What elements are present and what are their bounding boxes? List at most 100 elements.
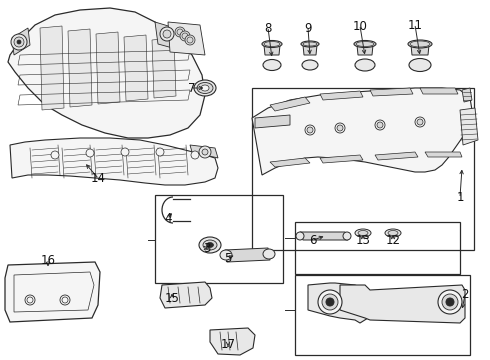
Text: 10: 10 <box>353 19 368 32</box>
Circle shape <box>446 298 454 306</box>
Ellipse shape <box>220 250 232 260</box>
Circle shape <box>25 295 35 305</box>
Circle shape <box>14 37 24 47</box>
Text: 16: 16 <box>41 253 55 266</box>
Circle shape <box>11 34 27 50</box>
Ellipse shape <box>197 82 213 94</box>
Circle shape <box>337 125 343 131</box>
Text: 7: 7 <box>188 81 196 95</box>
Circle shape <box>199 146 211 158</box>
Ellipse shape <box>388 230 398 235</box>
Text: 5: 5 <box>224 252 232 265</box>
Ellipse shape <box>262 40 282 48</box>
Text: 1: 1 <box>456 190 464 203</box>
Text: 9: 9 <box>304 22 312 35</box>
Ellipse shape <box>409 59 431 72</box>
Text: 14: 14 <box>91 171 105 185</box>
Circle shape <box>175 27 185 37</box>
Ellipse shape <box>301 41 319 47</box>
Polygon shape <box>320 91 363 100</box>
Polygon shape <box>40 26 64 110</box>
Ellipse shape <box>410 41 430 47</box>
Ellipse shape <box>296 232 304 240</box>
Circle shape <box>335 123 345 133</box>
Bar <box>252 88 474 250</box>
Polygon shape <box>225 248 270 262</box>
Ellipse shape <box>263 249 275 259</box>
Ellipse shape <box>206 243 214 248</box>
Ellipse shape <box>303 42 317 46</box>
Circle shape <box>51 151 59 159</box>
Polygon shape <box>420 88 458 94</box>
Polygon shape <box>68 29 92 107</box>
Ellipse shape <box>354 40 376 48</box>
Text: 8: 8 <box>264 22 271 35</box>
Polygon shape <box>264 45 280 55</box>
Circle shape <box>318 290 342 314</box>
Circle shape <box>191 151 199 159</box>
Polygon shape <box>124 35 148 101</box>
Polygon shape <box>252 88 472 175</box>
Text: 3: 3 <box>203 242 211 255</box>
Circle shape <box>305 125 315 135</box>
Bar <box>295 275 470 355</box>
Circle shape <box>438 290 462 314</box>
Text: 15: 15 <box>165 292 179 305</box>
Ellipse shape <box>355 59 375 71</box>
Ellipse shape <box>203 240 217 250</box>
Text: 11: 11 <box>408 18 422 32</box>
Circle shape <box>415 117 425 127</box>
Ellipse shape <box>385 229 401 237</box>
Polygon shape <box>190 145 218 158</box>
Text: 17: 17 <box>220 338 236 351</box>
Polygon shape <box>5 262 100 322</box>
Circle shape <box>180 31 190 41</box>
Polygon shape <box>10 138 218 185</box>
Circle shape <box>442 294 458 310</box>
Polygon shape <box>210 328 255 355</box>
Polygon shape <box>375 152 418 160</box>
Text: 12: 12 <box>386 234 400 247</box>
Polygon shape <box>340 285 465 323</box>
Polygon shape <box>270 97 310 111</box>
Polygon shape <box>168 22 205 55</box>
Ellipse shape <box>343 232 351 240</box>
Circle shape <box>17 40 21 44</box>
Polygon shape <box>425 152 462 157</box>
Circle shape <box>163 30 171 38</box>
Ellipse shape <box>264 41 280 46</box>
Ellipse shape <box>355 229 371 237</box>
Circle shape <box>377 122 383 128</box>
Bar <box>295 222 460 274</box>
Text: 13: 13 <box>356 234 370 247</box>
Bar <box>155 195 283 283</box>
Circle shape <box>307 127 313 133</box>
Ellipse shape <box>356 41 374 46</box>
Polygon shape <box>12 28 30 55</box>
Circle shape <box>185 35 195 45</box>
Text: 4: 4 <box>164 212 172 225</box>
Ellipse shape <box>194 80 216 96</box>
Circle shape <box>86 149 94 157</box>
Polygon shape <box>460 108 478 145</box>
Ellipse shape <box>358 230 368 235</box>
Circle shape <box>156 148 164 156</box>
Circle shape <box>60 295 70 305</box>
Polygon shape <box>370 88 413 96</box>
Circle shape <box>160 27 174 41</box>
Polygon shape <box>411 45 429 55</box>
Ellipse shape <box>199 237 221 253</box>
Polygon shape <box>303 45 317 55</box>
Text: 2: 2 <box>461 288 469 302</box>
Polygon shape <box>8 8 205 138</box>
Polygon shape <box>96 32 120 104</box>
Polygon shape <box>357 45 373 55</box>
Polygon shape <box>462 88 472 102</box>
Polygon shape <box>270 158 310 167</box>
Ellipse shape <box>201 85 209 91</box>
Circle shape <box>202 149 208 155</box>
Ellipse shape <box>263 59 281 71</box>
Polygon shape <box>308 283 368 323</box>
Circle shape <box>121 148 129 156</box>
Circle shape <box>417 119 423 125</box>
